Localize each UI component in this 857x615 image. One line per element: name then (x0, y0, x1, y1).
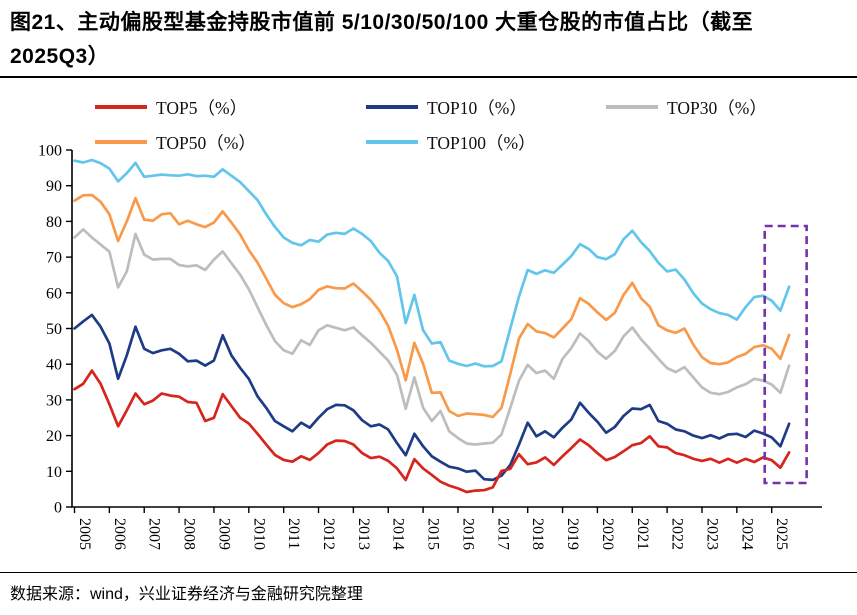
legend-swatch-top5 (95, 105, 147, 109)
legend-item-top30: TOP30（%） (606, 96, 767, 118)
series-line-top100 (73, 158, 791, 368)
y-tick-label: 100 (38, 143, 62, 160)
figure-title: 图21、主动偏股型基金持股市值前 5/10/30/50/100 大重仓股的市值占… (10, 6, 850, 74)
series-line-top5 (73, 369, 791, 494)
legend-label-top30: TOP30（%） (667, 97, 767, 118)
x-tick-label: 2025 (773, 518, 790, 550)
highlight-box-2025 (763, 224, 808, 485)
x-tick-label: 2006 (111, 518, 128, 550)
legend-item-top5: TOP5（%） (95, 96, 247, 118)
legend-swatch-top100 (366, 140, 418, 144)
series-line-top50 (73, 193, 791, 419)
y-tick-label: 40 (46, 357, 62, 374)
source-divider (0, 572, 857, 573)
x-tick-label: 2016 (459, 518, 476, 550)
y-tick-label: 90 (46, 178, 62, 195)
data-source-note: 数据来源：wind，兴业证券经济与金融研究院整理 (10, 586, 363, 603)
x-tick-label: 2011 (285, 518, 302, 549)
legend-item-top10: TOP10（%） (366, 96, 527, 118)
x-tick-label: 2009 (215, 518, 232, 550)
x-tick-label: 2008 (181, 518, 198, 550)
y-tick-label: 50 (46, 321, 62, 338)
x-tick-label: 2005 (76, 518, 93, 550)
x-tick-label: 2020 (599, 518, 616, 550)
x-tick-label: 2024 (738, 518, 755, 550)
x-tick-label: 2022 (669, 518, 686, 550)
y-tick-label: 0 (54, 500, 62, 517)
legend-swatch-top50 (95, 140, 147, 144)
legend-swatch-top10 (366, 105, 418, 109)
x-tick-label: 2013 (355, 518, 372, 550)
figure-title-line2: 2025Q3） (10, 45, 110, 68)
title-divider (0, 76, 857, 78)
legend-label-top50: TOP50（%） (156, 132, 256, 153)
figure-title-line1: 图21、主动偏股型基金持股市值前 5/10/30/50/100 大重仓股的市值占… (10, 11, 754, 34)
y-tick-label: 30 (46, 392, 62, 409)
legend-label-top10: TOP10（%） (427, 97, 527, 118)
legend-item-top100: TOP100（%） (366, 131, 536, 153)
legend-item-top50: TOP50（%） (95, 131, 256, 153)
y-tick-label: 60 (46, 285, 62, 302)
y-tick-label: 80 (46, 214, 62, 231)
x-tick-label: 2021 (634, 518, 651, 550)
legend-swatch-top30 (606, 105, 658, 109)
axes (71, 150, 822, 508)
x-tick-label: 2014 (390, 518, 407, 550)
x-tick-label: 2007 (146, 518, 163, 550)
x-tick-label: 2010 (250, 518, 267, 550)
legend-label-top100: TOP100（%） (427, 132, 536, 153)
y-tick-label: 20 (46, 428, 62, 445)
x-tick-label: 2023 (703, 518, 720, 550)
y-tick-label: 10 (46, 464, 62, 481)
series-line-top30 (73, 227, 791, 446)
series-line-top10 (73, 313, 791, 482)
y-tick-label: 70 (46, 250, 62, 267)
x-tick-label: 2018 (529, 518, 546, 550)
x-tick-label: 2015 (425, 518, 442, 550)
x-tick-label: 2019 (564, 518, 581, 550)
legend-label-top5: TOP5（%） (156, 97, 248, 118)
x-tick-label: 2017 (494, 518, 511, 550)
x-tick-label: 2012 (320, 518, 337, 550)
